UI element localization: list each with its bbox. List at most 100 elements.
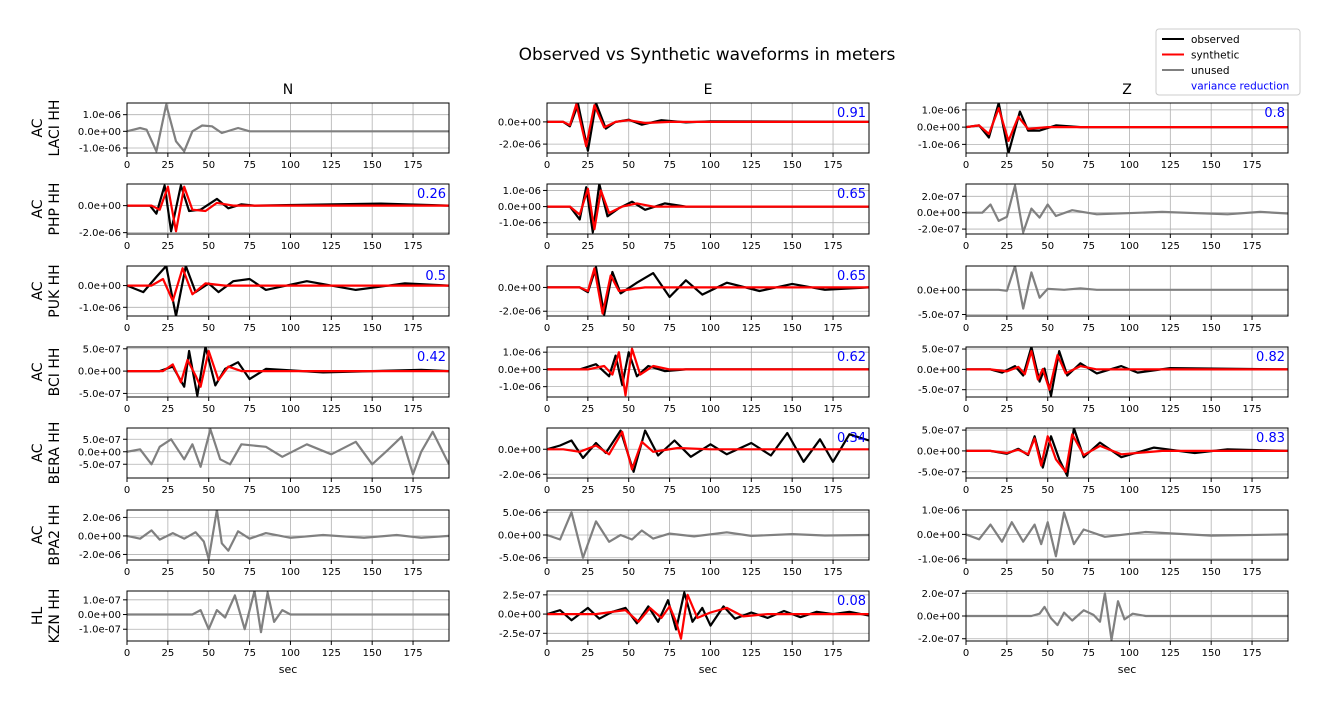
y-tick-label: 1.0e-06: [503, 348, 541, 359]
column-header-n: N: [283, 82, 293, 98]
panel-php-z: 0 25 50 75 100 125 150 175 -2.0e-07 0.0e+00 2.0e-0…: [917, 183, 1289, 252]
x-tick-label: 175: [823, 485, 842, 496]
synthetic-trace: [966, 433, 1288, 473]
x-tick-label: 150: [783, 241, 802, 252]
x-tick-label: 0: [963, 648, 969, 659]
y-tick-label: 0.0e+00: [917, 365, 960, 376]
y-tick-label: 5.0e-07: [922, 345, 960, 356]
x-tick-label: 0: [963, 241, 969, 252]
station-label: AC BPA2 HH: [30, 504, 63, 565]
panel-bci-z: 0 25 50 75 100 125 150 175 -5.0e-07 0.0e+00 5.0e-0…: [917, 345, 1289, 415]
y-tick-label: 0.0e+00: [917, 123, 960, 134]
panel-frame: [965, 102, 1289, 154]
x-tick-label: 100: [1120, 160, 1139, 171]
y-tick-label: 0.0e+00: [917, 612, 960, 623]
y-tick-label: -1.0e-06: [499, 218, 541, 229]
x-tick-label: 150: [1202, 485, 1221, 496]
station-label: AC BCI HH: [30, 348, 63, 397]
y-tick-label: -5.0e-07: [918, 385, 960, 396]
legend-item: unused: [1162, 65, 1230, 77]
y-tick-label: 0.0e+00: [498, 610, 541, 621]
variance-reduction-value: 0.08: [837, 594, 866, 609]
y-tick-label: 5.0e-07: [83, 344, 121, 355]
x-tick-label: 125: [322, 404, 341, 415]
variance-reduction-value: 0.83: [1256, 431, 1285, 446]
x-tick-label: 25: [161, 160, 174, 171]
x-tick-label: 50: [202, 323, 215, 334]
x-tick-label: 125: [322, 241, 341, 252]
synthetic-trace: [547, 593, 869, 640]
synthetic-trace: [966, 107, 1288, 142]
x-tick-label: 75: [1082, 241, 1095, 252]
x-tick-label: 0: [544, 241, 550, 252]
y-tick-label: -2.5e-07: [499, 629, 541, 640]
x-tick-label: 25: [1000, 648, 1013, 659]
y-tick-label: 0.0e+00: [498, 117, 541, 128]
x-tick-label: 175: [823, 648, 842, 659]
x-tick-label: 75: [243, 323, 256, 334]
panel-laci-z: 0 25 50 75 100 125 150 175 -1.0e-06 0.0e+00 1.0e-0…: [917, 102, 1289, 171]
panel-frame: [546, 427, 870, 479]
x-tick-label: 0: [963, 323, 969, 334]
x-tick-label: 25: [581, 648, 594, 659]
variance-reduction-value: 0.42: [417, 350, 446, 365]
x-tick-label: 150: [363, 241, 382, 252]
y-tick-label: 2.5e-07: [503, 590, 541, 601]
trace-group: [547, 184, 869, 234]
x-tick-label: 175: [1242, 567, 1261, 578]
x-tick-label: 125: [322, 648, 341, 659]
x-tick-label: 0: [544, 567, 550, 578]
x-tick-label: 150: [1202, 160, 1221, 171]
y-tick-label: 0.0e+00: [498, 531, 541, 542]
station-network-label: AC: [30, 199, 46, 218]
panel-php-e: 0 25 50 75 100 125 150 175 -1.0e-06 0.0e+00 1.0e-0…: [498, 183, 870, 252]
x-tick-label: 75: [243, 241, 256, 252]
x-tick-label: 175: [823, 241, 842, 252]
x-tick-label: 50: [202, 241, 215, 252]
y-tick-label: -5.0e-07: [918, 467, 960, 478]
x-tick-label: 175: [1242, 241, 1261, 252]
y-tick-label: 0.0e+00: [917, 285, 960, 296]
x-tick-label: 100: [1120, 485, 1139, 496]
x-tick-label: 150: [363, 160, 382, 171]
x-tick-label: 175: [403, 567, 422, 578]
x-tick-label: 175: [823, 404, 842, 415]
trace-group: [127, 184, 449, 233]
variance-reduction-value: 0.65: [837, 187, 866, 202]
x-axis-label: sec: [279, 663, 298, 676]
x-tick-label: 100: [701, 648, 720, 659]
variance-reduction-value: 0.65: [837, 269, 866, 284]
y-tick-label: -2.0e-07: [918, 634, 960, 645]
x-tick-label: 50: [1041, 567, 1054, 578]
x-tick-label: 25: [161, 241, 174, 252]
legend-item: variance reduction: [1191, 81, 1289, 93]
x-tick-label: 150: [783, 323, 802, 334]
station-label: HL KZN HH: [30, 589, 63, 644]
x-tick-label: 50: [202, 567, 215, 578]
variance-reduction-value: 0.62: [837, 350, 866, 365]
panel-frame: [965, 509, 1289, 561]
panel-bera-z: 0 25 50 75 100 125 150 175 -5.0e-07 0.0e+00 5.0e-0…: [917, 426, 1289, 496]
station-network-label: AC: [30, 443, 46, 462]
observed-trace: [966, 347, 1288, 397]
x-tick-label: 50: [202, 404, 215, 415]
y-tick-label: -2.0e-06: [499, 307, 541, 318]
x-tick-label: 75: [663, 567, 676, 578]
x-tick-label: 125: [1161, 567, 1180, 578]
station-label: AC LACI HH: [30, 100, 63, 157]
y-tick-label: -2.0e-06: [79, 550, 121, 561]
x-tick-label: 0: [544, 160, 550, 171]
legend-label: variance reduction: [1191, 81, 1289, 93]
y-tick-label: 0.0e+00: [498, 365, 541, 376]
y-tick-label: 0.0e+00: [917, 208, 960, 219]
unused-trace: [966, 266, 1288, 310]
panel-frame: [546, 102, 870, 154]
x-tick-label: 25: [581, 404, 594, 415]
x-tick-label: 50: [1041, 648, 1054, 659]
x-tick-label: 150: [1202, 241, 1221, 252]
x-tick-label: 0: [124, 485, 130, 496]
x-tick-label: 125: [1161, 241, 1180, 252]
x-tick-label: 175: [403, 160, 422, 171]
x-tick-label: 100: [701, 323, 720, 334]
x-tick-label: 75: [243, 648, 256, 659]
